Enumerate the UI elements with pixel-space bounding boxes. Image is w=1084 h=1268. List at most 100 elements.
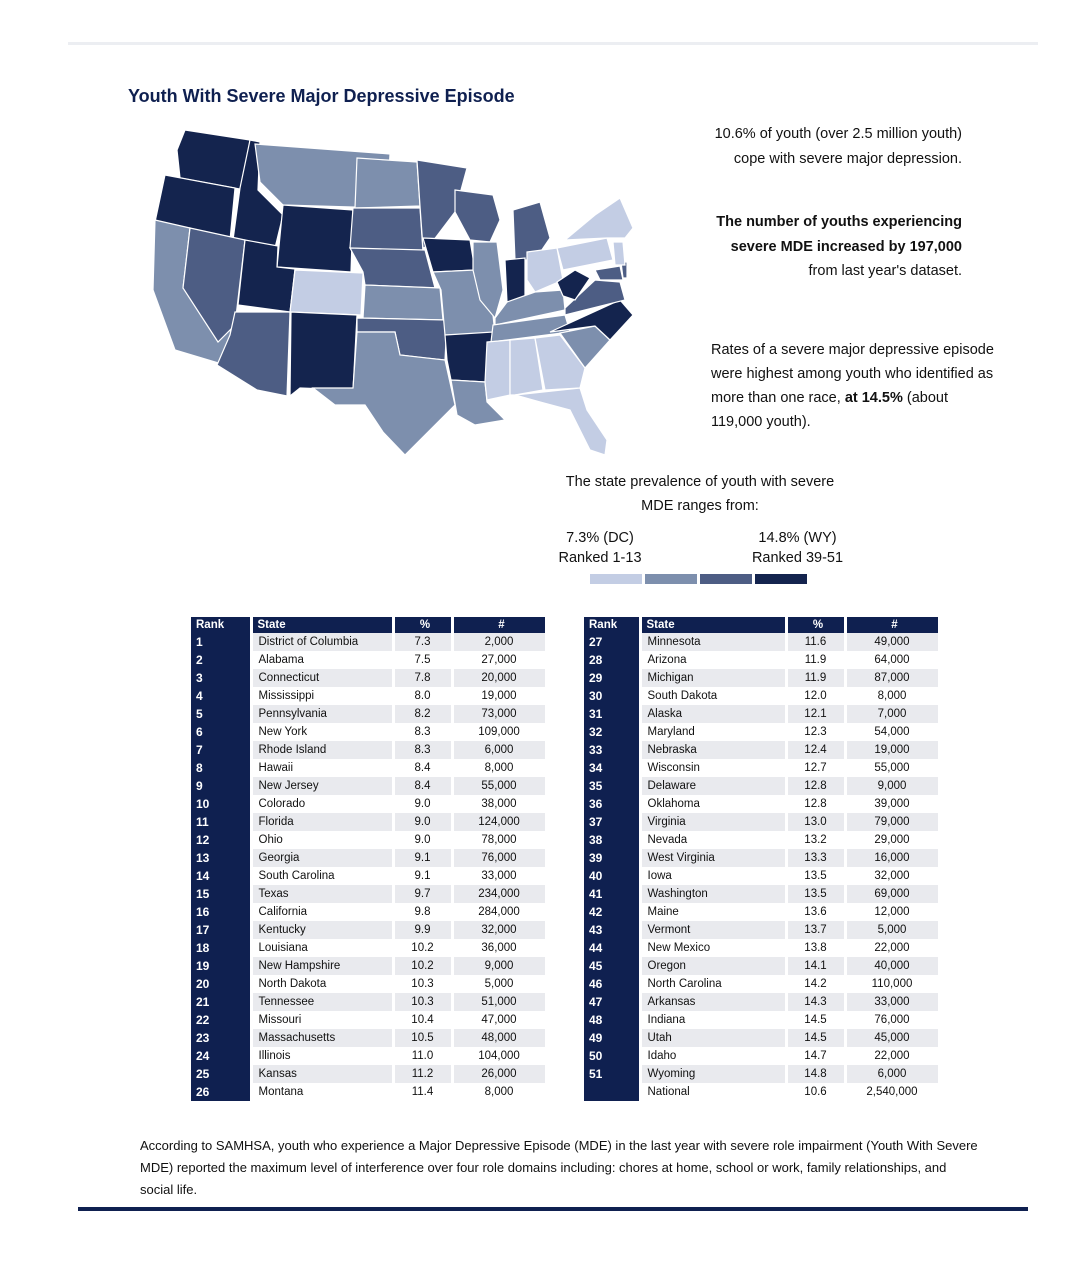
table-row: 41 Washington 13.5 69,000 [584,885,941,903]
state-cell: North Dakota [251,975,395,993]
num-cell: 6,000 [452,741,548,759]
num-cell: 32,000 [452,921,548,939]
pct-cell: 14.5 [786,1029,847,1047]
intro-text: 10.6% of youth (over 2.5 million youth) … [714,126,962,167]
header-state: State [251,617,395,633]
table-row: 24 Illinois 11.0 104,000 [191,1047,548,1065]
rank-cell: 48 [584,1011,642,1029]
rank-cell: 16 [191,903,253,921]
pct-cell: 13.5 [786,885,847,903]
state-cell: Hawaii [251,759,395,777]
pct-cell: 9.0 [393,831,454,849]
num-cell: 8,000 [845,687,941,705]
num-cell: 27,000 [452,651,548,669]
state-cell: Arizona [640,651,788,669]
table-row: 6 New York 8.3 109,000 [191,723,548,741]
rank-cell: 26 [191,1083,253,1101]
num-cell: 110,000 [845,975,941,993]
table-row: 29 Michigan 11.9 87,000 [584,669,941,687]
num-cell: 55,000 [452,777,548,795]
table-row: 27 Minnesota 11.6 49,000 [584,633,941,651]
table-row: 40 Iowa 13.5 32,000 [584,867,941,885]
table-row: 31 Alaska 12.1 7,000 [584,705,941,723]
footnote: According to SAMHSA, youth who experienc… [140,1138,978,1197]
table-row: 4 Mississippi 8.0 19,000 [191,687,548,705]
rank-cell: 23 [191,1029,253,1047]
pct-cell: 13.2 [786,831,847,849]
rank-cell: 13 [191,849,253,867]
num-cell: 19,000 [452,687,548,705]
pct-cell: 14.5 [786,1011,847,1029]
state-georgia [534,334,586,391]
pct-cell: 7.8 [393,669,454,687]
state-west-virginia [556,269,591,301]
header-pct: % [393,617,454,633]
rank-cell: 47 [584,993,642,1011]
rank-cell: 43 [584,921,642,939]
state-cell: Minnesota [640,633,788,651]
pct-cell: 13.6 [786,903,847,921]
pct-cell: 10.5 [393,1029,454,1047]
table-row: 43 Vermont 13.7 5,000 [584,921,941,939]
pct-cell: 13.5 [786,867,847,885]
rank-table-right-body: 27 Minnesota 11.6 49,000 28 Arizona 11.9 64,000… [584,633,941,1101]
pct-cell: 12.3 [786,723,847,741]
num-cell: 8,000 [452,759,548,777]
num-cell: 6,000 [845,1065,941,1083]
num-cell: 36,000 [452,939,548,957]
num-cell: 54,000 [845,723,941,741]
state-cell: Maryland [640,723,788,741]
num-cell: 9,000 [845,777,941,795]
increase-bold: The number of youths experiencing severe… [716,214,962,255]
table-row: 20 North Dakota 10.3 5,000 [191,975,548,993]
table-row: 9 New Jersey 8.4 55,000 [191,777,548,795]
table-row: 45 Oregon 14.1 40,000 [584,957,941,975]
state-ohio [526,247,564,293]
rank-cell: 45 [584,957,642,975]
state-utah [237,239,296,313]
state-cell: Nebraska [640,741,788,759]
state-cell: Illinois [251,1047,395,1065]
table-row: 34 Wisconsin 12.7 55,000 [584,759,941,777]
state-kansas [362,284,444,321]
race-text: Rates of a severe major depressive episo… [711,338,1001,434]
header-pct: % [786,617,847,633]
pct-cell: 11.2 [393,1065,454,1083]
state-cell: Wisconsin [640,759,788,777]
state-cell: National [640,1083,788,1101]
pct-cell: 9.1 [393,849,454,867]
pct-cell: 10.6 [786,1083,847,1101]
table-row: 2 Alabama 7.5 27,000 [191,651,548,669]
pct-cell: 9.9 [393,921,454,939]
state-cell: North Carolina [640,975,788,993]
header-state: State [640,617,788,633]
table-row: 51 Wyoming 14.8 6,000 [584,1065,941,1083]
num-cell: 48,000 [452,1029,548,1047]
table-row: 10 Colorado 9.0 38,000 [191,795,548,813]
state-cell: Kentucky [251,921,395,939]
bottom-divider [78,1207,1028,1211]
table-row: 11 Florida 9.0 124,000 [191,813,548,831]
table-row: 18 Louisiana 10.2 36,000 [191,939,548,957]
state-new-york [563,197,634,241]
pct-cell: 9.7 [393,885,454,903]
num-cell: 79,000 [845,813,941,831]
table-row: 16 California 9.8 284,000 [191,903,548,921]
state-cell: Louisiana [251,939,395,957]
num-cell: 234,000 [452,885,548,903]
legend-high-rank: Ranked 39-51 [751,550,844,566]
header-rank: Rank [191,617,253,633]
table-row: 26 Montana 11.4 8,000 [191,1083,548,1101]
state-cell: Tennessee [251,993,395,1011]
num-cell: 7,000 [845,705,941,723]
pct-cell: 11.9 [786,669,847,687]
state-cell: Virginia [640,813,788,831]
num-cell: 47,000 [452,1011,548,1029]
num-cell: 38,000 [452,795,548,813]
pct-cell: 11.6 [786,633,847,651]
table-row: 48 Indiana 14.5 76,000 [584,1011,941,1029]
table-row: 49 Utah 14.5 45,000 [584,1029,941,1047]
rank-cell: 42 [584,903,642,921]
state-cell: Idaho [640,1047,788,1065]
rank-cell: 50 [584,1047,642,1065]
